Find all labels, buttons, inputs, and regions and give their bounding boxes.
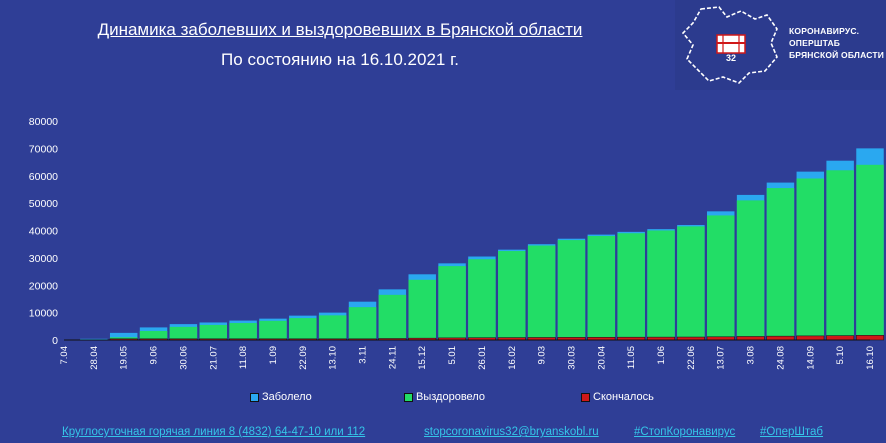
- bar-recovered: [527, 245, 556, 340]
- email-link[interactable]: stopcoronavirus32@bryanskobl.ru: [424, 426, 599, 438]
- x-tick-label: 24.11: [387, 346, 398, 369]
- bar-recovered: [826, 170, 854, 340]
- x-tick-label: 13.10: [328, 346, 339, 370]
- x-tick-label: 13.07: [716, 346, 727, 370]
- x-tick-label: 16.02: [507, 346, 518, 370]
- x-tick-label: 20.04: [596, 346, 607, 370]
- bar-recovered: [498, 251, 526, 340]
- x-tick-label: 22.06: [686, 346, 697, 370]
- hashtag-operational-hq-link[interactable]: #ОперШтаб: [760, 426, 824, 438]
- x-tick-label: 9.03: [537, 346, 548, 365]
- x-tick-label: 1.09: [268, 346, 279, 365]
- bar-infected: [109, 332, 138, 340]
- x-tick-label: 3.11: [358, 346, 369, 364]
- bar-recovered: [707, 215, 735, 340]
- logo-text: КОРОНАВИРУС. ОПЕРШТАБ БРЯНСКОЙ ОБЛАСТИ: [789, 25, 884, 61]
- x-tick-label: 24.08: [775, 346, 786, 370]
- bar-recovered: [647, 230, 675, 340]
- bar-recovered: [229, 323, 257, 340]
- x-tick-label: 11.05: [626, 346, 637, 369]
- bar-recovered: [438, 266, 466, 340]
- bar-died: [826, 335, 855, 341]
- chart-plot-area: 0 10000 20000 30000 40000 50000 60000 70000 8000…: [29, 116, 885, 370]
- x-tick-label: 5.10: [835, 346, 846, 365]
- bar-recovered: [468, 259, 496, 340]
- x-tick-label: 9.06: [149, 346, 160, 365]
- y-tick-label: 60000: [29, 171, 58, 183]
- bar-recovered: [677, 226, 705, 340]
- y-tick-label: 10000: [29, 308, 58, 320]
- bar-recovered: [289, 318, 317, 340]
- bar-recovered: [766, 188, 795, 340]
- bar-recovered: [617, 233, 645, 340]
- logo-badge: 32: [726, 53, 736, 63]
- bar-recovered: [796, 178, 825, 340]
- x-tick-label: 16.10: [865, 346, 876, 370]
- hashtag-stop-coronavirus-link[interactable]: #СтопКоронавирус: [634, 426, 736, 438]
- x-tick-label: 26.01: [477, 346, 488, 370]
- legend-swatch-infected: [250, 392, 259, 402]
- x-tick-label: 30.06: [178, 346, 189, 370]
- legend-swatch-recovered: [404, 392, 413, 402]
- bar-recovered: [587, 235, 616, 340]
- bar-recovered: [557, 240, 586, 340]
- bar-died: [796, 335, 825, 341]
- bar-infected: [80, 338, 108, 340]
- y-tick-label: 40000: [29, 226, 58, 238]
- legend-item-infected: Заболело: [250, 391, 312, 403]
- x-tick-label: 11.08: [238, 346, 249, 369]
- bar-recovered: [378, 294, 407, 340]
- bar-recovered: [408, 279, 436, 341]
- bar-died: [855, 335, 885, 341]
- y-tick-label: 70000: [29, 143, 58, 155]
- bar-recovered: [199, 324, 227, 340]
- chart-subtitle: По состоянию на 16.10.2021 г.: [221, 50, 459, 69]
- x-tick-label: 19.05: [119, 346, 130, 370]
- x-tick-label: 14.09: [805, 346, 816, 370]
- legend-label-recovered: Выздоровело: [416, 391, 485, 403]
- x-tick-label: 3.08: [746, 346, 757, 365]
- legend-label-died: Скончалось: [593, 391, 654, 403]
- logo-line-2: ОПЕРШТАБ: [789, 38, 841, 48]
- x-tick-label: 5.01: [447, 346, 458, 365]
- chart-title: Динамика заболевших и выздоровевших в Бр…: [97, 20, 583, 39]
- legend-item-died: Скончалось: [581, 391, 654, 403]
- logo-line-1: КОРОНАВИРУС.: [789, 26, 860, 36]
- bar-recovered: [169, 326, 198, 340]
- bryansk-region-map-icon: 32: [681, 6, 778, 84]
- y-tick-label: 20000: [29, 280, 58, 292]
- bar-recovered: [259, 320, 287, 340]
- logo-line-3: БРЯНСКОЙ ОБЛАСТИ: [789, 50, 885, 60]
- bar-died: [736, 336, 765, 341]
- legend-item-recovered: Выздоровело: [404, 391, 485, 403]
- x-tick-label: 28.04: [89, 346, 100, 370]
- y-tick-label: 80000: [29, 116, 58, 128]
- bar-recovered: [348, 307, 377, 340]
- operational-headquarters-logo: 32 КОРОНАВИРУС. ОПЕРШТАБ БРЯНСКОЙ ОБЛАСТ…: [675, 0, 886, 90]
- x-tick-label: 7.04: [59, 346, 70, 365]
- legend-swatch-died: [581, 392, 590, 402]
- legend-label-infected: Заболело: [262, 391, 312, 403]
- x-tick-label: 22.09: [298, 346, 309, 370]
- x-tick-label: 1.06: [656, 346, 667, 365]
- bar-recovered: [139, 330, 168, 340]
- bar-died: [766, 335, 795, 341]
- x-tick-label: 15.12: [417, 346, 428, 370]
- y-tick-label: 50000: [29, 198, 58, 210]
- bar-recovered: [736, 200, 765, 340]
- y-tick-label: 0: [52, 335, 58, 347]
- x-tick-label: 21.07: [208, 346, 219, 370]
- hotline-link[interactable]: Круглосуточная горячая линия 8 (4832) 64…: [62, 426, 366, 438]
- x-tick-label: 30.03: [566, 346, 577, 370]
- bar-recovered: [856, 164, 884, 340]
- y-tick-label: 30000: [29, 253, 58, 265]
- bar-recovered: [318, 315, 347, 340]
